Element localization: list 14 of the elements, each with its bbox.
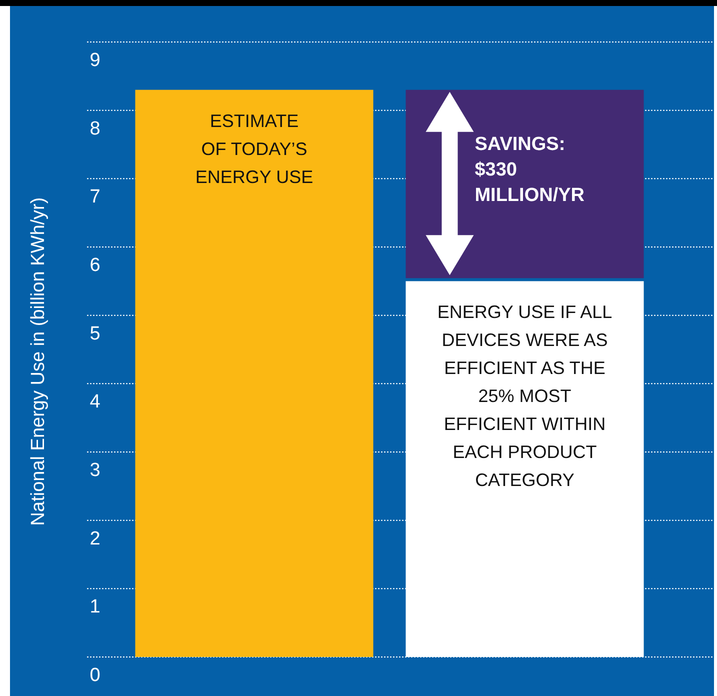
annotation: SAVINGS: $330 MILLION/YR	[474, 134, 585, 206]
y-tick-label: 0	[90, 665, 100, 686]
y-tick-label: 8	[90, 118, 100, 140]
y-tick-label: 3	[90, 460, 100, 482]
y-axis-title: National Energy Use in (billion KWh/yr)	[28, 197, 49, 526]
y-tick-label: 5	[90, 323, 100, 344]
annotation: ENERGY USE IF ALL DEVICES WERE AS EFFICIENT AS THE 25% MOST EFFICIENT WITHIN EACH PRODUCT CATEGORY	[437, 302, 612, 490]
y-tick-label: 6	[90, 255, 100, 276]
y-tick-label: 2	[90, 528, 100, 550]
y-tick-label: 7	[90, 186, 100, 208]
y-tick-label: 4	[90, 392, 101, 413]
annotation: ESTIMATE OF TODAY’S ENERGY USE	[195, 110, 314, 187]
y-tick-label: 9	[90, 50, 100, 72]
y-tick-label: 1	[90, 596, 100, 618]
